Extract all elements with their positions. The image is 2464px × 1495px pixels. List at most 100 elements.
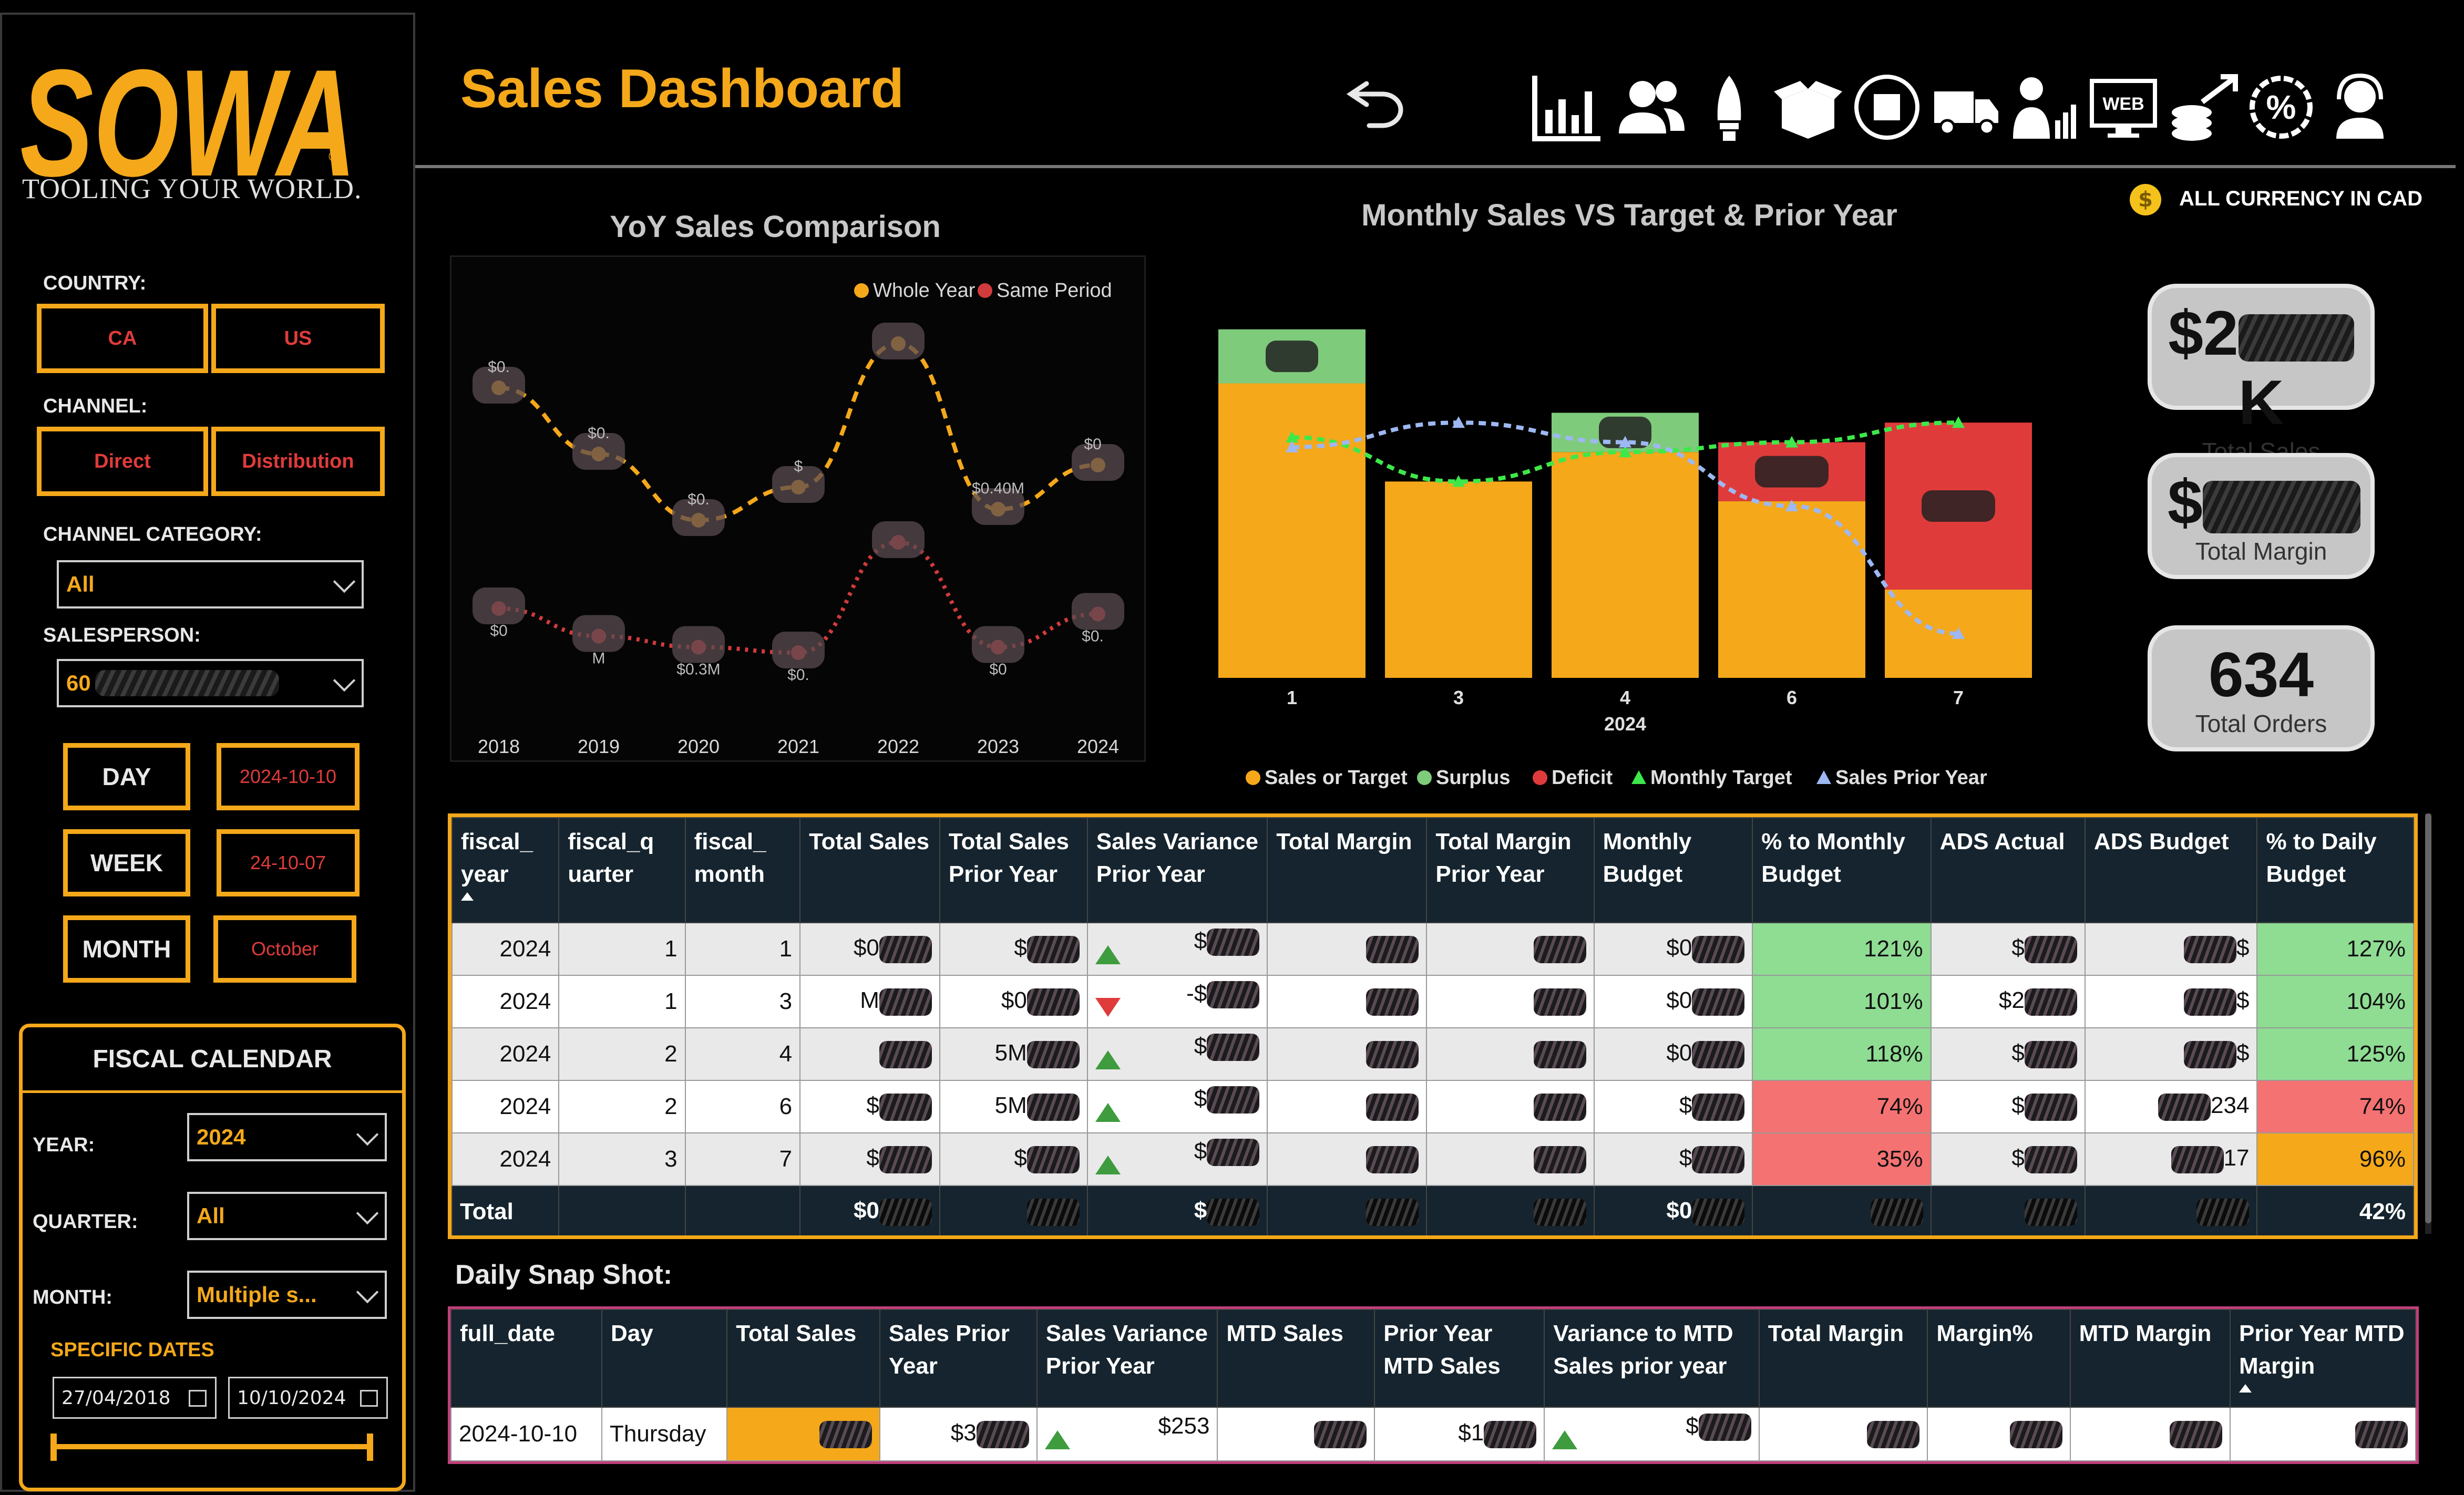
x-tick-label: 4: [1620, 687, 1630, 708]
table-cell: [2230, 1407, 2416, 1461]
redacted-value: [1207, 981, 1260, 1009]
column-header[interactable]: full_date: [450, 1309, 603, 1408]
column-header[interactable]: Total Margin: [1758, 1309, 1928, 1408]
table-row[interactable]: 2024 2 4 5M $ $0 118% $ $125%: [451, 1027, 2414, 1081]
country-ca-button[interactable]: CA: [37, 304, 208, 373]
date-range-slider[interactable]: [55, 1444, 372, 1449]
column-header[interactable]: % to Monthly Budget: [1752, 817, 1932, 923]
scrollbar-thumb[interactable]: [2425, 813, 2431, 1223]
column-header[interactable]: Total Margin Prior Year: [1426, 817, 1595, 923]
open-box-icon[interactable]: [1771, 70, 1845, 144]
redacted-data-label: [1755, 456, 1829, 488]
calendar-icon[interactable]: [189, 1390, 207, 1407]
column-header[interactable]: MTD Margin: [2069, 1309, 2231, 1408]
column-header[interactable]: Total Sales: [726, 1309, 880, 1408]
week-button[interactable]: WEEK: [63, 829, 190, 896]
month-dropdown[interactable]: Multiple s...: [187, 1271, 387, 1319]
person-growth-icon[interactable]: [2008, 70, 2081, 144]
table-row[interactable]: 2024 1 3 M $0 -$ $0 101% $2 $104%: [451, 975, 2414, 1028]
slider-handle-end[interactable]: [367, 1434, 373, 1461]
table-cell: Thursday: [601, 1407, 728, 1461]
column-header[interactable]: Total Margin: [1267, 817, 1428, 923]
redacted-data-label: [1266, 341, 1318, 373]
redacted-value: [2202, 481, 2360, 534]
column-header[interactable]: Sales Variance Prior Year: [1086, 817, 1268, 923]
column-header[interactable]: Prior Year MTD Sales: [1374, 1309, 1545, 1408]
redacted-value: [1692, 1146, 1745, 1173]
prior-marker: [1785, 500, 1798, 512]
column-header[interactable]: % to Daily Budget: [2256, 817, 2414, 923]
column-header[interactable]: Total Sales: [799, 817, 940, 923]
table-row[interactable]: 2024-10-10 Thursday $3 $253 $1 $: [450, 1407, 2416, 1461]
target-marker: [1785, 436, 1798, 448]
sort-arrow-icon[interactable]: [461, 892, 474, 901]
column-header[interactable]: fiscal_ month: [684, 817, 801, 923]
redacted-salesperson: [95, 670, 279, 696]
column-header[interactable]: Monthly Budget: [1593, 817, 1753, 923]
table-cell: [1267, 922, 1428, 976]
pct-daily-budget: 125%: [2256, 1027, 2414, 1081]
bar-chart-icon[interactable]: [1529, 70, 1603, 144]
column-header[interactable]: Total Sales Prior Year: [939, 817, 1088, 923]
column-header[interactable]: fiscal_q uarter: [558, 817, 686, 923]
column-header[interactable]: Sales Variance Prior Year: [1036, 1309, 1218, 1408]
country-us-button[interactable]: US: [211, 304, 385, 373]
channel-distribution-button[interactable]: Distribution: [211, 427, 385, 496]
column-header[interactable]: Sales Prior Year: [879, 1309, 1038, 1408]
column-header[interactable]: Prior Year MTD Margin: [2230, 1309, 2416, 1408]
percent-badge-icon[interactable]: %: [2244, 70, 2318, 144]
redacted-value: [2238, 314, 2354, 362]
day-value[interactable]: 2024-10-10: [217, 743, 360, 810]
calendar-icon[interactable]: [360, 1390, 378, 1407]
box-refresh-icon[interactable]: [1850, 70, 1924, 144]
month-value[interactable]: October: [213, 915, 356, 983]
scrollbar[interactable]: [2425, 813, 2431, 1234]
pct-monthly-budget: 118%: [1752, 1027, 1932, 1081]
salesperson-dropdown[interactable]: 60: [57, 659, 364, 707]
sort-arrow-icon[interactable]: [2239, 1384, 2252, 1393]
rocket-icon[interactable]: [1692, 70, 1766, 144]
date-from-input[interactable]: 27/04/2018: [53, 1377, 217, 1419]
channel-category-dropdown[interactable]: All: [57, 560, 364, 609]
redacted-value: [1533, 935, 1586, 963]
table-cell: 5M: [939, 1080, 1088, 1133]
table-row[interactable]: 2024 2 6 $5M $ $74% $234 74%: [451, 1080, 2414, 1133]
table-cell: 2: [558, 1027, 686, 1081]
table-cell: [684, 1185, 801, 1235]
redacted-value: [2024, 1093, 2077, 1121]
table-cell: [1758, 1407, 1928, 1461]
week-value[interactable]: 24-10-07: [217, 829, 360, 896]
support-agent-icon[interactable]: [2323, 70, 2397, 144]
web-icon[interactable]: WEB: [2087, 70, 2160, 144]
total-margin-card: $ Total Margin: [2148, 453, 2375, 579]
year-dropdown[interactable]: 2024: [187, 1113, 387, 1161]
pct-daily-budget: 74%: [2256, 1080, 2414, 1133]
table-cell: 5M: [939, 1027, 1088, 1081]
channel-direct-button[interactable]: Direct: [37, 427, 208, 496]
coins-growth-icon[interactable]: [2165, 70, 2239, 144]
column-header[interactable]: Variance to MTD Sales prior year: [1544, 1309, 1760, 1408]
quarter-dropdown[interactable]: All: [187, 1192, 387, 1240]
slider-handle-start[interactable]: [50, 1434, 57, 1461]
column-header[interactable]: ADS Budget: [2084, 817, 2258, 923]
column-header[interactable]: fiscal_ year: [451, 817, 560, 923]
redacted-value: [1207, 1139, 1260, 1167]
back-arrow-icon[interactable]: [1346, 70, 1409, 128]
table-cell: [2084, 1185, 2258, 1235]
delivery-truck-icon[interactable]: [1929, 70, 2003, 144]
x-tick-label: 3: [1453, 687, 1464, 708]
table-row[interactable]: 2024 3 7 $ $ $ $35% $17 96%: [451, 1132, 2414, 1186]
column-header[interactable]: ADS Actual: [1930, 817, 2086, 923]
legend-marker: [854, 283, 869, 298]
date-to-input[interactable]: 10/10/2024: [228, 1377, 388, 1419]
legend-label: Monthly Target: [1650, 767, 1792, 789]
users-icon[interactable]: [1614, 70, 1687, 144]
column-header[interactable]: Day: [601, 1309, 728, 1408]
table-cell: $253: [1036, 1407, 1218, 1461]
table-row[interactable]: 2024 1 1 $0 $ $ $0 121% $ $127%: [451, 922, 2414, 976]
column-header[interactable]: Margin%: [1927, 1309, 2071, 1408]
column-header[interactable]: MTD Sales: [1217, 1309, 1375, 1408]
month-button[interactable]: MONTH: [63, 915, 190, 983]
day-button[interactable]: DAY: [63, 743, 190, 810]
trend-up-icon: [1095, 945, 1121, 964]
